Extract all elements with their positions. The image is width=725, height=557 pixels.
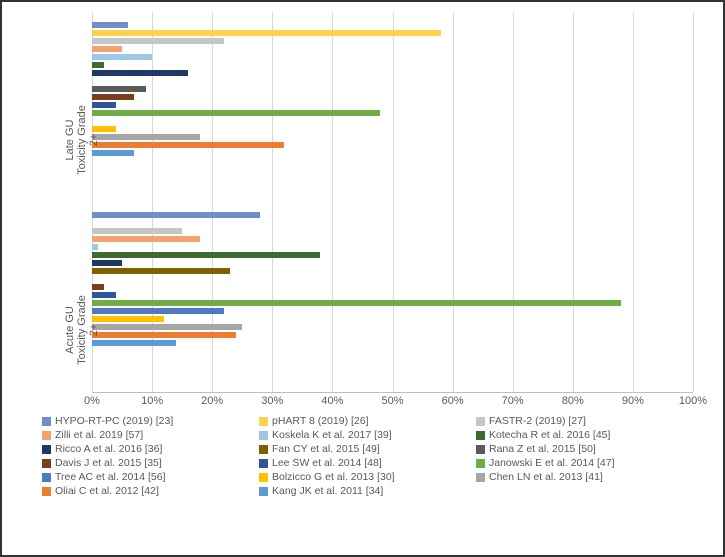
- x-tick-label: 100%: [679, 395, 707, 407]
- bar-segment: [92, 340, 176, 346]
- legend-item: Kotecha R et al. 2016 [45]: [476, 429, 683, 441]
- legend-item: Davis J et al. 2015 [35]: [42, 457, 249, 469]
- bar-segment: [92, 260, 122, 266]
- legend-label: Lee SW et al. 2014 [48]: [272, 457, 382, 469]
- legend-label: Kang JK et al. 2011 [34]: [272, 485, 383, 497]
- x-tick-label: 50%: [381, 395, 403, 407]
- bar-segment: [92, 252, 320, 258]
- bar-segment: [92, 316, 164, 322]
- legend-label: Ricco A et al. 2016 [36]: [55, 443, 162, 455]
- bar-segment: [92, 62, 104, 68]
- legend-item: Kang JK et al. 2011 [34]: [259, 485, 466, 497]
- legend-swatch: [259, 417, 268, 426]
- legend-label: Davis J et al. 2015 [35]: [55, 457, 162, 469]
- legend-swatch: [259, 487, 268, 496]
- legend-label: Janowski E et al. 2014 [47]: [489, 457, 615, 469]
- bar-segment: [92, 300, 621, 306]
- x-tick-label: 70%: [502, 395, 524, 407]
- legend-swatch: [42, 431, 51, 440]
- legend-swatch: [476, 445, 485, 454]
- legend-swatch: [42, 473, 51, 482]
- legend-label: Chen LN et al. 2013 [41]: [489, 471, 603, 483]
- legend-item: Lee SW et al. 2014 [48]: [259, 457, 466, 469]
- legend-item: FASTR-2 (2019) [27]: [476, 415, 683, 427]
- legend-item: Koskela K et al. 2017 [39]: [259, 429, 466, 441]
- y-category-label-acute: Acute GU Toxicity Grade 2+: [64, 295, 100, 365]
- legend-swatch: [42, 487, 51, 496]
- legend-label: Koskela K et al. 2017 [39]: [272, 429, 392, 441]
- bar-segment: [92, 142, 284, 148]
- bar-segment: [92, 212, 260, 218]
- legend-label: pHART 8 (2019) [26]: [272, 415, 369, 427]
- bar-segment: [92, 46, 122, 52]
- bar-segment: [92, 38, 224, 44]
- legend-item: Ricco A et al. 2016 [36]: [42, 443, 249, 455]
- legend-label: Zilli et al. 2019 [57]: [55, 429, 143, 441]
- x-tick-label: 60%: [442, 395, 464, 407]
- legend-item: Chen LN et al. 2013 [41]: [476, 471, 683, 483]
- legend-swatch: [259, 459, 268, 468]
- y-category-label-late: Late GU Toxicity Grade 2+: [64, 105, 100, 175]
- x-tick-label: 20%: [201, 395, 223, 407]
- bar-segment: [92, 244, 98, 250]
- bar-segment: [92, 268, 230, 274]
- plot-area: Late GU Toxicity Grade 2+ Acute GU Toxic…: [92, 12, 693, 393]
- x-tick-label: 30%: [261, 395, 283, 407]
- x-tick-label: 90%: [622, 395, 644, 407]
- bar-segment: [92, 54, 152, 60]
- legend-label: Bolzicco G et al. 2013 [30]: [272, 471, 395, 483]
- legend-label: Tree AC et al. 2014 [56]: [55, 471, 166, 483]
- legend-label: Kotecha R et al. 2016 [45]: [489, 429, 610, 441]
- bar-segment: [92, 70, 188, 76]
- bar-segment: [92, 284, 104, 290]
- x-tick-label: 40%: [321, 395, 343, 407]
- legend-item: pHART 8 (2019) [26]: [259, 415, 466, 427]
- legend-label: Fan CY et al. 2015 [49]: [272, 443, 380, 455]
- bar-segment: [92, 228, 182, 234]
- legend-label: Oliai C et al. 2012 [42]: [55, 485, 159, 497]
- legend-item: Fan CY et al. 2015 [49]: [259, 443, 466, 455]
- bar-segment: [92, 324, 242, 330]
- bar-segment: [92, 22, 128, 28]
- legend-item: Tree AC et al. 2014 [56]: [42, 471, 249, 483]
- legend-label: Rana Z et al. 2015 [50]: [489, 443, 596, 455]
- bar-segment: [92, 236, 200, 242]
- x-tick-label: 80%: [562, 395, 584, 407]
- bar-segment: [92, 94, 134, 100]
- bars-container: [92, 12, 693, 392]
- chart-frame: Late GU Toxicity Grade 2+ Acute GU Toxic…: [0, 0, 725, 557]
- legend-swatch: [259, 473, 268, 482]
- gridline: [693, 12, 694, 392]
- legend-item: Bolzicco G et al. 2013 [30]: [259, 471, 466, 483]
- bar-segment: [92, 332, 236, 338]
- legend-item: HYPO-RT-PC (2019) [23]: [42, 415, 249, 427]
- legend-swatch: [42, 459, 51, 468]
- legend-item: Zilli et al. 2019 [57]: [42, 429, 249, 441]
- legend-swatch: [476, 459, 485, 468]
- legend-swatch: [476, 417, 485, 426]
- bar-segment: [92, 308, 224, 314]
- x-tick-label: 0%: [84, 395, 100, 407]
- legend-swatch: [42, 417, 51, 426]
- legend-label: HYPO-RT-PC (2019) [23]: [55, 415, 173, 427]
- x-axis-ticks: 0%10%20%30%40%50%60%70%80%90%100%: [92, 393, 693, 411]
- bar-segment: [92, 86, 146, 92]
- bar-segment: [92, 134, 200, 140]
- bar-segment: [92, 110, 380, 116]
- legend-swatch: [476, 431, 485, 440]
- x-tick-label: 10%: [141, 395, 163, 407]
- legend-item: Rana Z et al. 2015 [50]: [476, 443, 683, 455]
- legend: HYPO-RT-PC (2019) [23] pHART 8 (2019) [26…: [42, 415, 683, 497]
- legend-swatch: [42, 445, 51, 454]
- legend-swatch: [476, 473, 485, 482]
- legend-swatch: [259, 431, 268, 440]
- legend-item: Janowski E et al. 2014 [47]: [476, 457, 683, 469]
- legend-swatch: [259, 445, 268, 454]
- legend-label: FASTR-2 (2019) [27]: [489, 415, 586, 427]
- bar-segment: [92, 30, 441, 36]
- legend-item: Oliai C et al. 2012 [42]: [42, 485, 249, 497]
